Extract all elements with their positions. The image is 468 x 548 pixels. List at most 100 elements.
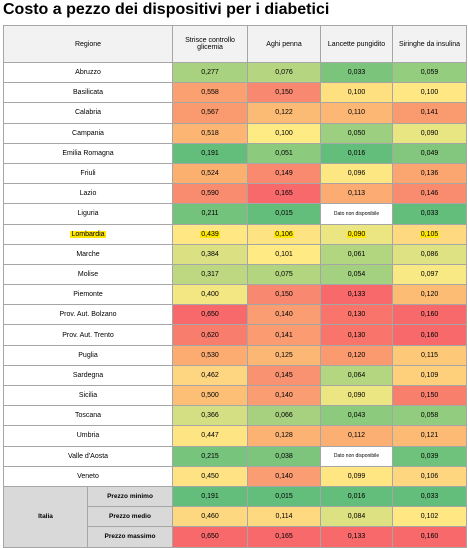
region-row: Piemonte 0,400 0,150 0,133 0,120 xyxy=(2,284,468,306)
value-cell: 0,141 xyxy=(392,102,468,124)
value-cell: 0,121 xyxy=(392,425,468,447)
value-cell: 0,150 xyxy=(247,82,322,104)
value-cell: 0,015 xyxy=(247,203,322,225)
value-cell: 0,590 xyxy=(172,183,249,205)
value-cell: 0,100 xyxy=(392,82,468,104)
value-cell: 0,050 xyxy=(320,122,394,144)
summary-row-label: Prezzo massimo xyxy=(86,526,174,548)
value-cell: 0,650 xyxy=(172,526,249,548)
region-cell: Sardegna xyxy=(2,364,174,387)
value-cell: 0,439 xyxy=(172,223,249,245)
value-cell: 0,136 xyxy=(392,162,468,185)
value-cell: 0,100 xyxy=(320,82,394,104)
region-row: Prov. Aut. Bolzano 0,650 0,140 0,130 0,160 xyxy=(2,304,468,326)
region-cell: Veneto xyxy=(2,465,174,487)
value-cell: 0,100 xyxy=(247,122,322,144)
value-cell: 0,039 xyxy=(392,445,468,467)
value-cell: 0,066 xyxy=(247,405,322,427)
value-cell: 0,090 xyxy=(320,223,394,245)
region-cell: Prov. Aut. Trento xyxy=(2,324,174,346)
region-row: Molise 0,317 0,075 0,054 0,097 xyxy=(2,263,468,286)
region-row: Valle d'Aosta 0,215 0,038 Dato non disponib… xyxy=(2,445,468,467)
column-header: Regione xyxy=(2,25,174,63)
value-cell: 0,101 xyxy=(247,243,322,265)
region-row: Prov. Aut. Trento 0,620 0,141 0,130 0,160 xyxy=(2,324,468,346)
value-cell: 0,650 xyxy=(172,304,249,326)
value-cell: 0,122 xyxy=(247,102,322,124)
region-row: Toscana 0,366 0,066 0,043 0,058 xyxy=(2,405,468,427)
value-cell: 0,106 xyxy=(247,223,322,245)
value-cell: 0,114 xyxy=(247,506,322,528)
region-cell: Emilia Romagna xyxy=(2,142,174,164)
value-cell: 0,043 xyxy=(320,405,394,427)
region-cell: Lombardia xyxy=(2,223,174,245)
value-cell: 0,096 xyxy=(320,162,394,185)
region-row: Sicilia 0,500 0,140 0,090 0,150 xyxy=(2,384,468,407)
value-cell: 0,038 xyxy=(247,445,322,467)
value-cell: 0,191 xyxy=(172,485,249,508)
region-row: Basilicata 0,558 0,150 0,100 0,100 xyxy=(2,82,468,104)
value-cell: 0,051 xyxy=(247,142,322,164)
value-cell: 0,120 xyxy=(392,284,468,306)
highlighted-region: Lombardia xyxy=(70,230,106,238)
value-cell: 0,140 xyxy=(247,465,322,487)
summary-row: Italia Prezzo minimo 0,191 0,015 0,016 0,033 xyxy=(3,485,468,548)
region-row: Calabria 0,567 0,122 0,110 0,141 xyxy=(2,102,468,124)
value-cell: 0,518 xyxy=(172,122,249,144)
region-cell: Piemonte xyxy=(2,284,174,306)
region-cell: Calabria xyxy=(2,102,174,124)
value-cell: 0,016 xyxy=(320,485,394,508)
value-cell: 0,141 xyxy=(247,324,322,346)
value-cell: 0,620 xyxy=(172,324,249,346)
value-cell: 0,075 xyxy=(247,263,322,286)
region-row: Sardegna 0,462 0,145 0,064 0,109 xyxy=(2,364,468,387)
value-cell: 0,462 xyxy=(172,364,249,387)
value-cell: 0,500 xyxy=(172,384,249,407)
value-cell: 0,102 xyxy=(392,506,468,528)
summary-row-label: Prezzo minimo xyxy=(86,485,174,508)
value-cell: 0,145 xyxy=(247,364,322,387)
region-cell: Marche xyxy=(2,243,174,265)
value-cell: 0,165 xyxy=(247,526,322,548)
table-body: Abruzzo 0,277 0,076 0,033 0,059 Basilicata 0,5… xyxy=(2,61,468,548)
value-cell: 0,076 xyxy=(247,61,322,84)
value-cell: 0,460 xyxy=(172,506,249,528)
value-cell: 0,049 xyxy=(392,142,468,164)
column-header: Siringhe da insulina xyxy=(392,25,468,63)
value-cell: 0,015 xyxy=(247,485,322,508)
value-cell: 0,054 xyxy=(320,263,394,286)
region-row: Puglia 0,530 0,125 0,120 0,115 xyxy=(2,344,468,366)
highlighted-value: 0,439 xyxy=(200,230,220,238)
value-cell: 0,215 xyxy=(172,445,249,467)
region-row: Abruzzo 0,277 0,076 0,033 0,059 xyxy=(2,61,468,84)
region-cell: Abruzzo xyxy=(2,61,174,84)
value-cell: 0,133 xyxy=(320,284,394,306)
region-cell: Liguria xyxy=(2,203,174,225)
value-cell: 0,115 xyxy=(392,344,468,366)
region-row: Campania 0,518 0,100 0,050 0,090 xyxy=(2,122,468,144)
region-cell: Molise xyxy=(2,263,174,286)
value-cell: 0,384 xyxy=(172,243,249,265)
value-cell: 0,109 xyxy=(392,364,468,387)
value-cell: 0,061 xyxy=(320,243,394,265)
value-cell: 0,558 xyxy=(172,82,249,104)
value-cell: 0,447 xyxy=(172,425,249,447)
value-cell: 0,125 xyxy=(247,344,322,366)
summary-label: Italia xyxy=(3,485,88,548)
region-row: Veneto 0,450 0,140 0,099 0,106 xyxy=(2,465,468,487)
region-row: Lazio 0,590 0,165 0,113 0,146 xyxy=(2,183,468,205)
value-cell: 0,317 xyxy=(172,263,249,286)
value-cell: 0,140 xyxy=(247,304,322,326)
value-cell: 0,149 xyxy=(247,162,322,185)
value-cell: 0,160 xyxy=(392,324,468,346)
value-cell: 0,033 xyxy=(320,61,394,84)
value-cell: 0,160 xyxy=(392,304,468,326)
value-cell: 0,120 xyxy=(320,344,394,366)
value-cell: 0,033 xyxy=(392,485,468,508)
header-row: Regione Strisce controllo glicemia Aghi pe… xyxy=(2,25,468,63)
summary-row-label: Prezzo medio xyxy=(86,506,174,528)
value-cell: 0,113 xyxy=(320,183,394,205)
region-row: Lombardia 0,439 0,106 0,090 0,105 xyxy=(2,223,468,245)
value-cell: 0,160 xyxy=(392,526,468,548)
value-cell: 0,146 xyxy=(392,183,468,205)
